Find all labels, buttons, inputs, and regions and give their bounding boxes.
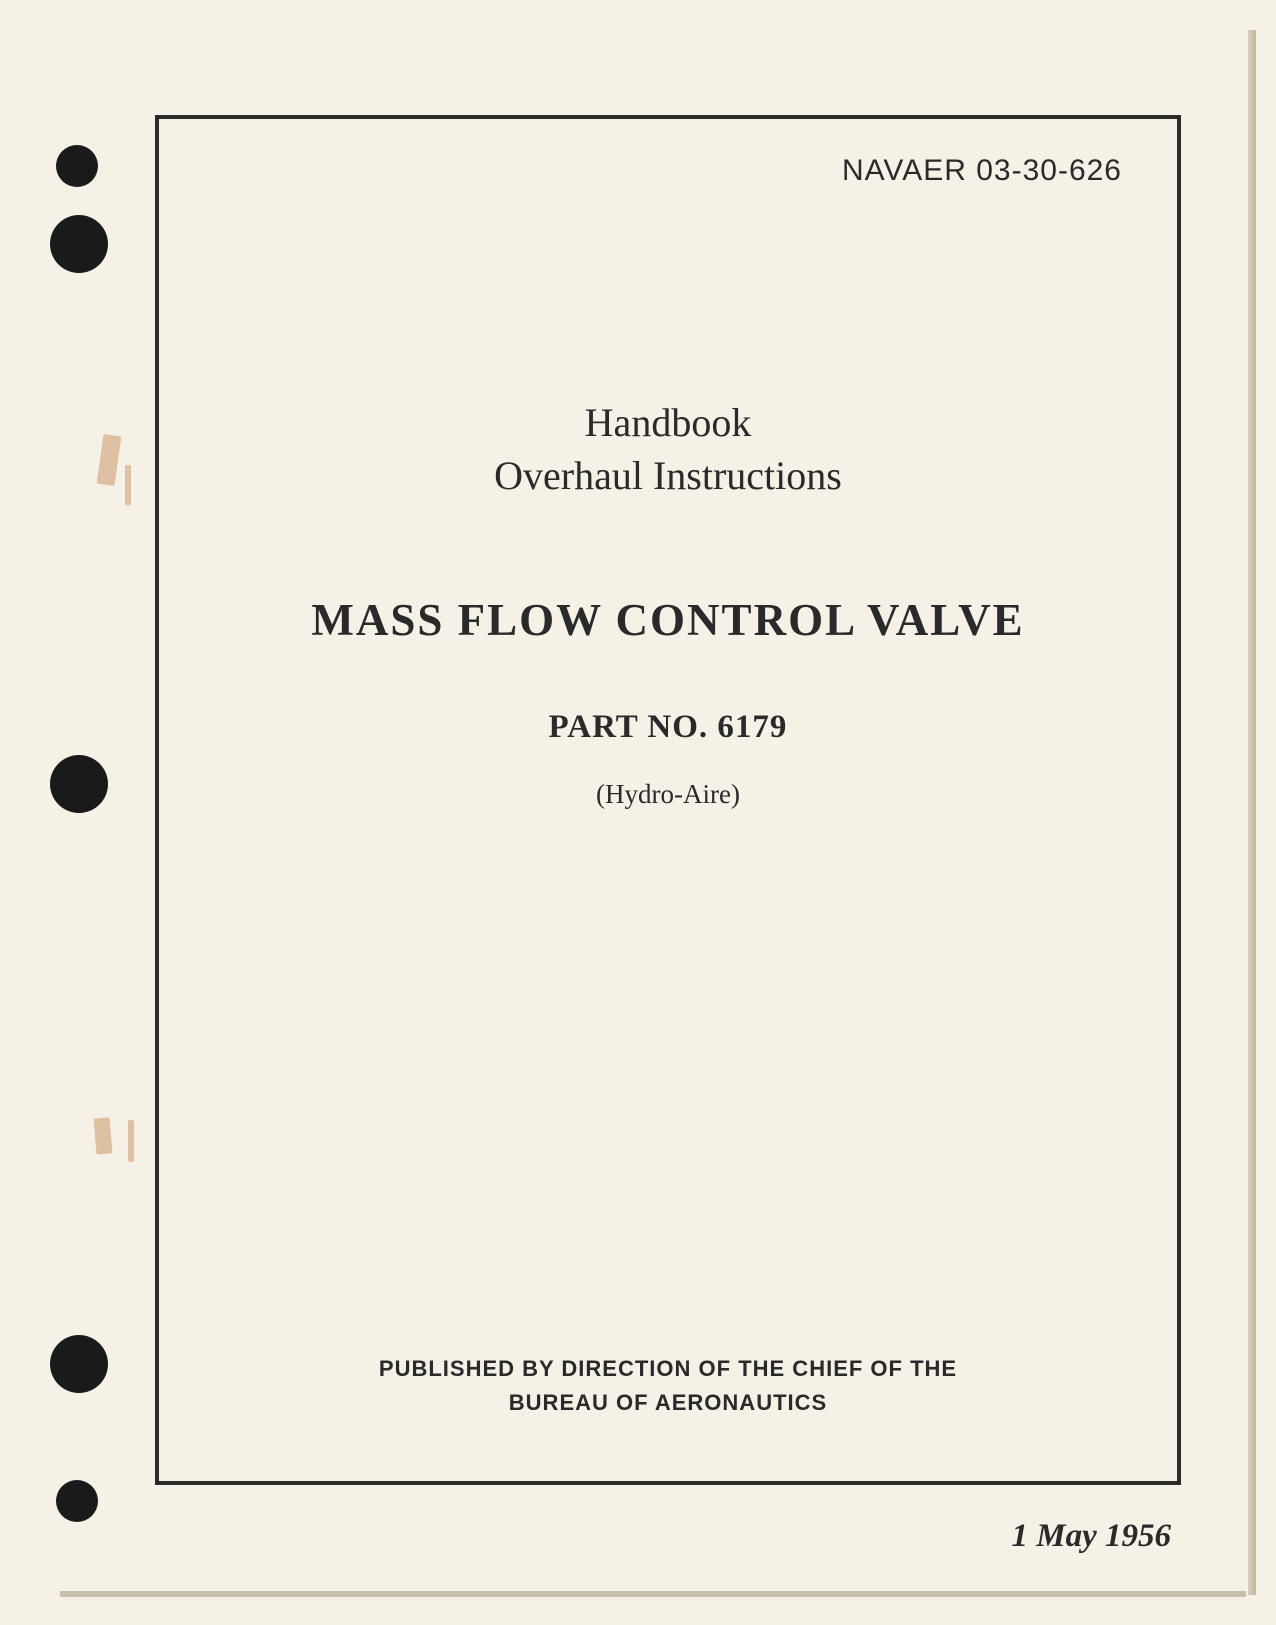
publisher-line-2: BUREAU OF AERONAUTICS	[159, 1390, 1177, 1416]
page-blemish	[125, 465, 131, 505]
punch-hole	[50, 755, 108, 813]
subtitle-line-2: Overhaul Instructions	[159, 452, 1177, 499]
title-border-box: NAVAER 03-30-626 Handbook Overhaul Instr…	[155, 115, 1181, 1485]
document-identifier: NAVAER 03-30-626	[842, 154, 1122, 188]
punch-hole	[56, 145, 98, 187]
punch-hole	[50, 215, 108, 273]
document-page: NAVAER 03-30-626 Handbook Overhaul Instr…	[0, 0, 1276, 1625]
punch-hole	[56, 1480, 98, 1522]
subtitle-block: Handbook Overhaul Instructions	[159, 399, 1177, 499]
page-blemish	[97, 434, 122, 486]
page-blemish	[128, 1120, 134, 1162]
main-title: MASS FLOW CONTROL VALVE	[159, 594, 1177, 646]
publisher-line-1: PUBLISHED BY DIRECTION OF THE CHIEF OF T…	[159, 1356, 1177, 1382]
publisher-block: PUBLISHED BY DIRECTION OF THE CHIEF OF T…	[159, 1356, 1177, 1416]
manufacturer-label: (Hydro-Aire)	[159, 779, 1177, 810]
page-bottom-shadow	[60, 1591, 1246, 1597]
punch-hole	[50, 1335, 108, 1393]
page-edge-shadow	[1248, 30, 1256, 1595]
part-number: PART NO. 6179	[159, 709, 1177, 746]
page-blemish	[93, 1117, 112, 1154]
publication-date: 1 May 1956	[1012, 1518, 1172, 1555]
subtitle-line-1: Handbook	[159, 399, 1177, 446]
